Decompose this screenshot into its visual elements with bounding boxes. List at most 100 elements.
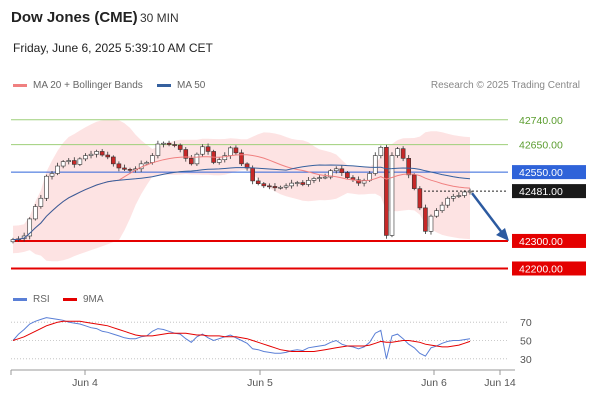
candle-body xyxy=(406,158,411,176)
candle-body xyxy=(267,185,272,188)
legend-ma50-label: MA 50 xyxy=(177,80,206,91)
candle-body xyxy=(417,188,423,209)
candle-body xyxy=(183,149,189,159)
candle-body xyxy=(445,197,451,206)
x-tick-label-3: Jun 14 xyxy=(484,377,516,389)
price-level-label-5: 42200.00 xyxy=(519,263,563,275)
forecast-arrow-line xyxy=(471,192,504,235)
rsi-line xyxy=(12,317,471,359)
candle-body xyxy=(105,154,111,158)
candle-body xyxy=(434,210,439,217)
candle-body xyxy=(88,153,94,156)
ma50-swatch xyxy=(157,83,171,87)
candle-body xyxy=(428,215,434,232)
candle-body xyxy=(345,172,350,178)
price-level-label-4: 42300.00 xyxy=(519,236,563,248)
bollinger-band-fill xyxy=(13,119,470,262)
candle-body xyxy=(66,160,72,162)
candle-body xyxy=(411,174,417,189)
candle-body xyxy=(94,151,99,155)
candle-body xyxy=(44,175,49,199)
candle-body xyxy=(189,158,194,165)
legend-ma9-label: 9MA xyxy=(83,294,104,305)
candle-body xyxy=(32,206,38,220)
candle-body xyxy=(333,168,339,172)
price-level-tag-3 xyxy=(512,184,586,199)
candle-body xyxy=(166,142,172,145)
candle-body xyxy=(161,142,166,145)
candle-body xyxy=(228,147,233,156)
candle-body xyxy=(450,196,456,199)
candle-body xyxy=(99,151,105,156)
candle-body xyxy=(372,155,378,174)
ma9-swatch xyxy=(63,297,77,301)
candle-body xyxy=(255,180,261,184)
candle-body xyxy=(294,182,300,184)
candle-body xyxy=(289,182,294,187)
candle-body xyxy=(72,160,77,165)
rsi-ma-line xyxy=(12,320,471,352)
candle-body xyxy=(400,148,406,159)
candle-body xyxy=(250,167,255,182)
rsi-tick-label-2: 30 xyxy=(520,354,532,366)
candle-body xyxy=(122,167,127,170)
candle-body xyxy=(205,146,211,152)
forecast-arrow-head xyxy=(496,228,509,241)
candle-body xyxy=(239,152,244,165)
candle-body xyxy=(389,155,395,236)
candle-body xyxy=(155,143,161,156)
credit-label: Research © 2025 Trading Central xyxy=(430,80,580,91)
price-level-label-0: 42740.00 xyxy=(519,115,563,127)
ma50-line xyxy=(12,164,471,241)
rsi-tick-label-0: 70 xyxy=(520,317,532,329)
candle-body xyxy=(177,144,183,150)
candle-body xyxy=(127,169,133,171)
candle-body xyxy=(423,207,428,232)
legend-ma20: MA 20 + Bollinger Bands xyxy=(13,80,143,91)
candle-body xyxy=(60,161,66,167)
candle-body xyxy=(216,159,222,163)
datetime-label: Friday, June 6, 2025 5:39:10 AM CET xyxy=(13,41,213,55)
timeframe-label: 30 MIN xyxy=(140,11,179,25)
candle-body xyxy=(200,146,205,155)
candle-body xyxy=(21,235,27,240)
legend-ma20-label: MA 20 + Bollinger Bands xyxy=(33,80,143,91)
candle-body xyxy=(384,147,389,236)
instrument-title: Dow Jones (CME) xyxy=(11,9,138,26)
price-level-label-1: 42650.00 xyxy=(519,140,563,152)
candle-body xyxy=(317,177,322,179)
candle-body xyxy=(27,218,33,237)
legend-rsi: RSI xyxy=(13,294,50,305)
candle-body xyxy=(462,191,467,196)
candle-body xyxy=(456,195,462,197)
ma20-swatch xyxy=(13,83,27,87)
candle-body xyxy=(311,178,317,181)
price-level-tag-5 xyxy=(512,261,586,276)
candle-body xyxy=(77,158,83,165)
candle-body xyxy=(55,165,60,174)
candle-body xyxy=(278,186,283,189)
candle-body xyxy=(83,155,88,160)
candle-body xyxy=(339,168,345,173)
x-tick-label-1: Jun 5 xyxy=(247,377,273,389)
candle-body xyxy=(194,153,200,165)
legend-ma50: MA 50 xyxy=(157,80,205,91)
candle-body xyxy=(328,170,333,178)
candle-body xyxy=(467,190,473,193)
x-tick-label-2: Jun 6 xyxy=(421,377,447,389)
rsi-swatch xyxy=(13,297,27,301)
candle-body xyxy=(150,155,155,163)
candle-body xyxy=(272,186,278,189)
candle-body xyxy=(439,204,445,211)
candle-body xyxy=(395,148,400,156)
candle-body xyxy=(116,163,122,169)
candle-body xyxy=(111,156,116,165)
candle-body xyxy=(378,147,384,156)
candle-body xyxy=(38,197,44,207)
legend-rsi-label: RSI xyxy=(33,294,50,305)
price-level-label-2: 42550.00 xyxy=(519,167,563,179)
candle-body xyxy=(172,144,177,146)
candle-body xyxy=(283,185,289,188)
candle-body xyxy=(300,182,306,185)
